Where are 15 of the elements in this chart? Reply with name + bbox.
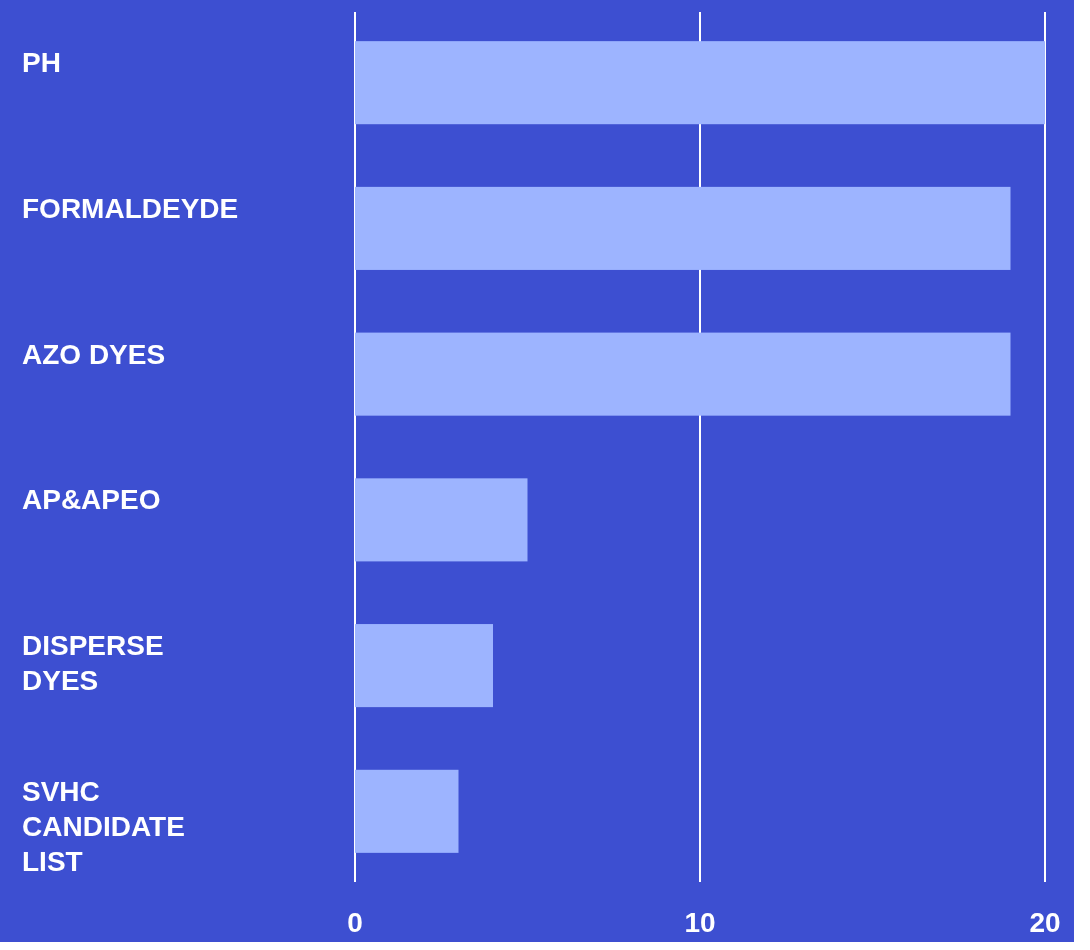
y-tick-label: AZO DYES	[22, 338, 166, 370]
bar	[355, 332, 1011, 416]
x-tick-label: 0	[347, 907, 363, 938]
x-tick-label: 10	[684, 907, 716, 938]
bar	[355, 769, 459, 853]
bar	[355, 478, 528, 562]
y-tick-label: PH	[22, 47, 61, 79]
y-tick-label: FORMALDEYDE	[22, 192, 239, 224]
y-tick-label: SVHC CANDIDATE LIST	[22, 775, 185, 877]
y-tick-label: DISPERSE DYES	[22, 630, 164, 697]
bar	[355, 186, 1011, 270]
bar	[355, 624, 493, 708]
bar	[355, 41, 1045, 125]
x-tick-label: 20	[1029, 907, 1061, 938]
y-tick-label: AP&APEO	[22, 484, 161, 516]
